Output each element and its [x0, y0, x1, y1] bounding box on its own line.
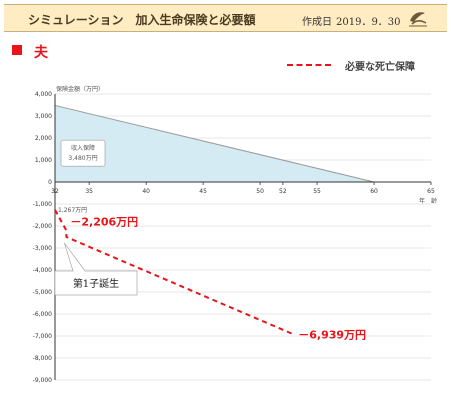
x-tick-label: 60: [370, 188, 378, 195]
y-tick-label: 1,000: [35, 157, 52, 164]
insurance-callout-line2: 3,480万円: [68, 155, 97, 162]
legend-label: 必要な死亡保障: [345, 62, 415, 73]
y-tick-label: -1,000: [33, 201, 53, 208]
y-tick-label: 4,000: [35, 91, 52, 98]
y-tick-label: -9,000: [33, 377, 53, 384]
section-label: 夫: [34, 45, 48, 61]
needed-benefit-line: [54, 209, 295, 336]
value-label-first: －2,206万円: [70, 216, 138, 229]
x-tick-label: 55: [313, 188, 321, 195]
x-tick-label: 35: [85, 188, 93, 195]
y-tick-label: -3,000: [33, 245, 53, 252]
y-tick-label: -5,000: [33, 289, 53, 296]
x-tick-label: 65: [427, 188, 435, 195]
header-bar: シミュレーション 加入生命保険と必要額 作成日 2019．9．30: [4, 4, 447, 32]
x-tick-label: 32: [51, 188, 59, 195]
x-tick-label: 50: [256, 188, 264, 195]
created-date-value: 2019．9．30: [336, 17, 401, 28]
y-tick-label: -4,000: [33, 267, 53, 274]
event-callout-text: 第1子誕生: [73, 277, 119, 290]
legend-dashed-line: [287, 64, 331, 66]
x-tick-label: 40: [142, 188, 150, 195]
value-label-second: －6,939万円: [298, 329, 366, 342]
y-tick-label: 0: [48, 179, 52, 186]
y-tick-label: -6,000: [33, 311, 53, 318]
event-callout-pointer: [64, 242, 86, 272]
y-tick-label: -8,000: [33, 355, 53, 362]
y-tick-label: -7,000: [33, 333, 53, 340]
brush-sketch-logo-icon: [409, 12, 427, 27]
insurance-callout-box: [60, 139, 106, 167]
page-title: シミュレーション 加入生命保険と必要額: [28, 13, 256, 27]
section-marker: [12, 45, 22, 55]
start-value-label: 1,267万円: [58, 207, 87, 214]
y-axis-label: 保険金額（万円）: [56, 85, 104, 93]
insurance-area-edge: [54, 104, 375, 183]
y-tick-label: -2,000: [33, 223, 53, 230]
x-tick-label: 45: [199, 188, 207, 195]
x-axis-label: 年 齢: [419, 197, 437, 205]
y-tick-label: 3,000: [35, 113, 52, 120]
x-tick-label: 52: [279, 188, 287, 195]
event-callout-box: [54, 270, 138, 296]
created-date-label: 作成日: [302, 17, 332, 28]
insurance-callout-line1: 収入保障: [71, 144, 95, 152]
y-tick-label: 2,000: [35, 135, 52, 142]
